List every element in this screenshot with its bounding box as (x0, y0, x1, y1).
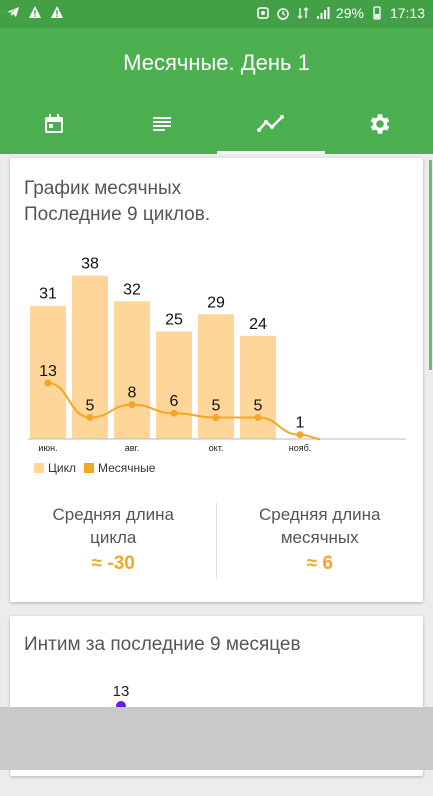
stats-row: Средняя длина цикла ≈ -30 Средняя длина … (10, 503, 423, 583)
tab-settings[interactable] (325, 94, 433, 154)
bar-label: 24 (249, 316, 267, 333)
legend-label-period: Месячные (98, 461, 156, 475)
alarm-icon (277, 8, 289, 20)
intimacy-card-title: Интим за последние 9 месяцев (24, 634, 301, 655)
list-icon (153, 117, 172, 131)
bar-label: 29 (207, 294, 225, 311)
clock: 17:13 (389, 5, 425, 21)
period-point (44, 379, 52, 387)
bar-label: 25 (165, 312, 183, 329)
period-label: 13 (39, 363, 57, 380)
x-tick-label: июн. (38, 443, 57, 453)
stats-divider (216, 503, 217, 579)
legend-swatch-cycle (34, 463, 44, 473)
bar-label: 32 (123, 281, 141, 298)
avg-period-label: Средняя длина (259, 505, 381, 524)
network-icon (297, 7, 309, 19)
period-label: 8 (128, 385, 137, 402)
avg-cycle-label-2: цикла (90, 528, 137, 547)
period-chart-card: График месячных Последние 9 циклов. 31 38… (10, 158, 423, 602)
card-title: График месячных Последние 9 циклов. (24, 176, 210, 228)
tab-calendar[interactable] (0, 94, 108, 154)
period-label: 5 (86, 398, 95, 415)
x-tick-label: авг. (125, 443, 139, 453)
data-label: 13 (113, 683, 130, 700)
period-point (296, 431, 304, 439)
nfc-icon (257, 7, 269, 19)
battery-icon (373, 6, 381, 20)
warning-icon (29, 6, 41, 18)
gear-icon (370, 114, 390, 134)
warning-icon (51, 6, 63, 18)
bar (240, 335, 276, 439)
avg-period-value: ≈ 6 (306, 553, 333, 574)
period-label: 6 (170, 393, 179, 410)
page-title: Месячные. День 1 (123, 50, 310, 75)
scrollbar[interactable] (429, 160, 432, 370)
telegram-icon (7, 7, 19, 17)
avg-cycle-value: ≈ -30 (91, 553, 135, 574)
period-label: 1 (296, 415, 305, 432)
bar (156, 331, 192, 439)
status-bar: 29% 17:13 (0, 0, 433, 28)
navigation-bar (0, 707, 433, 770)
avg-period-label-2: месячных (280, 528, 359, 547)
calendar-icon (45, 114, 64, 133)
bar-label: 38 (81, 256, 99, 273)
tab-chart[interactable] (216, 94, 326, 154)
x-tick-label: нояб. (289, 443, 312, 453)
period-label: 5 (212, 398, 221, 415)
chart-title: График месячных (24, 178, 182, 199)
chart-subtitle: Последние 9 циклов. (24, 204, 211, 225)
period-point (86, 414, 94, 421)
battery-percent: 29% (335, 5, 364, 21)
app-bar: Месячные. День 1 (0, 28, 433, 154)
avg-cycle-label: Средняя длина (52, 505, 174, 524)
period-point (128, 401, 136, 409)
period-label: 5 (254, 398, 263, 415)
chart-icon (256, 115, 284, 132)
tab-list[interactable] (108, 94, 216, 154)
avg-period-stat: Средняя длина месячных ≈ 6 (217, 503, 424, 583)
avg-cycle-stat: Средняя длина цикла ≈ -30 (10, 503, 217, 583)
signal-icon (316, 7, 330, 19)
period-point (170, 409, 178, 417)
period-point (254, 414, 262, 421)
x-tick-label: окт. (209, 443, 224, 453)
bar (114, 301, 150, 439)
legend-label-cycle: Цикл (48, 461, 76, 475)
bar (30, 305, 66, 439)
tab-bar (0, 94, 433, 154)
legend-swatch-period (84, 463, 94, 473)
period-point (212, 414, 220, 421)
bar-label: 31 (39, 286, 57, 303)
